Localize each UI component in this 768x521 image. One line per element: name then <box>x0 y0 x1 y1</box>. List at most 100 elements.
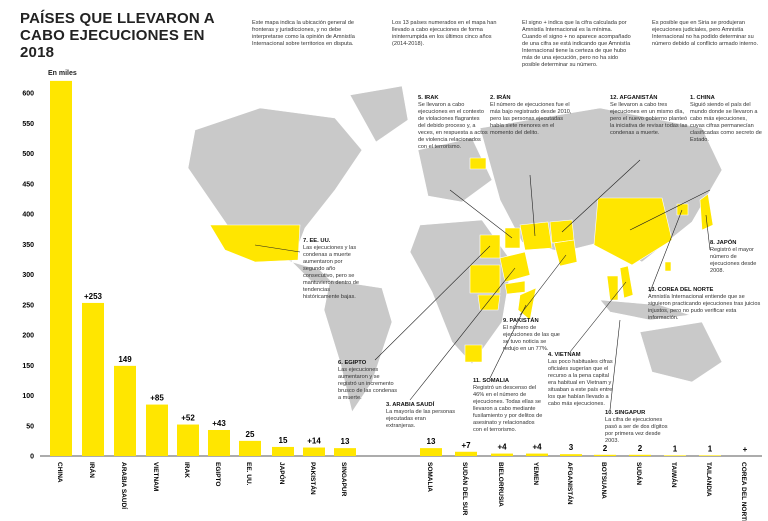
bar <box>303 447 325 456</box>
x-tick-label: TAILANDIA <box>705 462 712 497</box>
bar <box>208 429 230 456</box>
bar <box>629 454 651 456</box>
continent <box>323 279 393 413</box>
x-tick-label: TAIWÁN <box>670 462 679 488</box>
country <box>519 221 553 251</box>
value-label: 25 <box>246 430 255 439</box>
annotation: 13. COREA DEL NORTE Amnistía Internaciona… <box>648 287 763 322</box>
value-label: 149 <box>118 355 132 364</box>
x-tick-label: EGIPTO <box>214 462 221 486</box>
annotation-text: Las ejecuciones aumentaron y se registró… <box>338 367 398 401</box>
annotation: 7. EE. UU. Las ejecuciones y las condenas… <box>303 238 365 301</box>
value-label: +4 <box>497 443 507 452</box>
x-tick-label: PAKISTÁN <box>309 462 318 495</box>
y-axis-label: En miles <box>48 70 77 77</box>
country <box>499 251 531 283</box>
y-tick-label: 50 <box>26 423 34 430</box>
annotation-title: 9. PAKISTÁN <box>503 318 539 324</box>
x-tick-label: VIETNAM <box>152 462 159 491</box>
bar <box>334 448 356 456</box>
country <box>676 203 689 216</box>
y-tick-label: 100 <box>22 393 34 400</box>
annotation-title: 13. COREA DEL NORTE <box>648 287 714 293</box>
annotation-text: Se llevaron a cabo ejecuciones en el con… <box>418 102 488 150</box>
bar <box>50 80 72 457</box>
leader-line <box>629 189 711 231</box>
x-tick-label: EE. UU. <box>245 462 252 486</box>
value-label: 2 <box>638 444 643 453</box>
y-tick-label: 0 <box>30 454 34 461</box>
continent <box>599 299 691 321</box>
leader-line <box>409 267 516 401</box>
x-tick-label: IRAK <box>183 462 190 478</box>
bar <box>699 455 721 456</box>
annotation-text: El número de ejecuciones de las que se t… <box>503 325 560 352</box>
annotation-title: 4. VIETNAM <box>548 352 581 358</box>
country <box>549 219 575 244</box>
annotation-text: Registró el mayor número de ejecuciones … <box>710 247 757 274</box>
bar <box>455 451 477 456</box>
value-label: +52 <box>181 414 195 423</box>
country <box>664 261 672 272</box>
country <box>477 294 501 311</box>
bar <box>491 453 513 456</box>
bar <box>239 440 261 456</box>
y-tick-label: 450 <box>22 181 34 188</box>
leader-line <box>561 159 641 233</box>
leader-line <box>705 214 711 251</box>
annotation-text: Las ejecuciones y las condenas a muerte … <box>303 245 359 300</box>
highlighted-countries <box>209 157 714 363</box>
leader-line <box>449 189 513 239</box>
annotation-text: Se llevaron a cabo tres ejecuciones en u… <box>610 102 688 136</box>
x-tick-label: AFGANISTÁN <box>566 462 575 505</box>
x-tick-label: BOTSUANA <box>600 462 607 499</box>
annotation-text: Amnistía Internacional entiende que se s… <box>648 294 761 321</box>
annotation: 8. JAPÓN Registró el mayor número de ejec… <box>710 240 765 275</box>
note: El signo + indica que la cifra calculada… <box>522 20 631 68</box>
annotation-title: 5. IRAK <box>418 95 439 101</box>
bar <box>82 302 104 456</box>
annotation-title: 7. EE. UU. <box>303 238 331 244</box>
continent <box>290 261 333 283</box>
value-label: +85 <box>150 394 164 403</box>
x-tick-label: SOMALIA <box>426 462 433 492</box>
country <box>469 264 501 294</box>
annotation-text: Las poco habituales cifras oficiales sug… <box>548 359 613 407</box>
annotation-title: 1. CHINA <box>690 95 715 101</box>
x-tick-label: JAPÓN <box>278 462 287 485</box>
value-label: 2 <box>603 444 608 453</box>
value-label: +7 <box>461 441 471 450</box>
continent <box>417 137 493 203</box>
country <box>553 239 578 267</box>
leader-line <box>254 244 301 253</box>
value-label: +4 <box>532 443 542 452</box>
country <box>504 280 526 295</box>
bar <box>177 424 199 456</box>
bar <box>560 454 582 456</box>
annotation-title: 3. ARABIA SAUDÍ <box>386 402 435 408</box>
annotation: 4. VIETNAM Las poco habituales cifras ofi… <box>548 352 613 408</box>
annotation: 10. SINGAPUR La cifra de ejecuciones pasó… <box>605 410 670 445</box>
x-tick-label: BIELORRUSIA <box>497 462 504 507</box>
leader-line <box>374 245 491 361</box>
x-tick-label: ARABIA SAUDÍ <box>120 462 129 509</box>
value-label: 1 <box>708 444 713 453</box>
value-label: 15 <box>279 436 288 445</box>
x-tick-label: CHINA <box>56 462 63 483</box>
bar <box>664 455 686 456</box>
bar <box>526 453 548 456</box>
country <box>504 227 521 249</box>
value-label: +14 <box>307 437 321 446</box>
value-label: 13 <box>341 437 350 446</box>
x-tick-label: SUDÁN <box>635 462 644 485</box>
y-tick-label: 500 <box>22 151 34 158</box>
leader-line <box>489 304 527 379</box>
country <box>469 157 487 170</box>
annotation-title: 11. SOMALIA <box>473 378 510 384</box>
bar <box>114 365 136 456</box>
annotation-title: 8. JAPÓN <box>710 240 737 246</box>
y-tick-label: 350 <box>22 242 34 249</box>
annotation: 2. IRÁN El número de ejecuciones fue el m… <box>490 95 575 137</box>
leader-line <box>609 319 621 411</box>
note: Es posible que en Siria se produjeran ej… <box>652 20 759 47</box>
